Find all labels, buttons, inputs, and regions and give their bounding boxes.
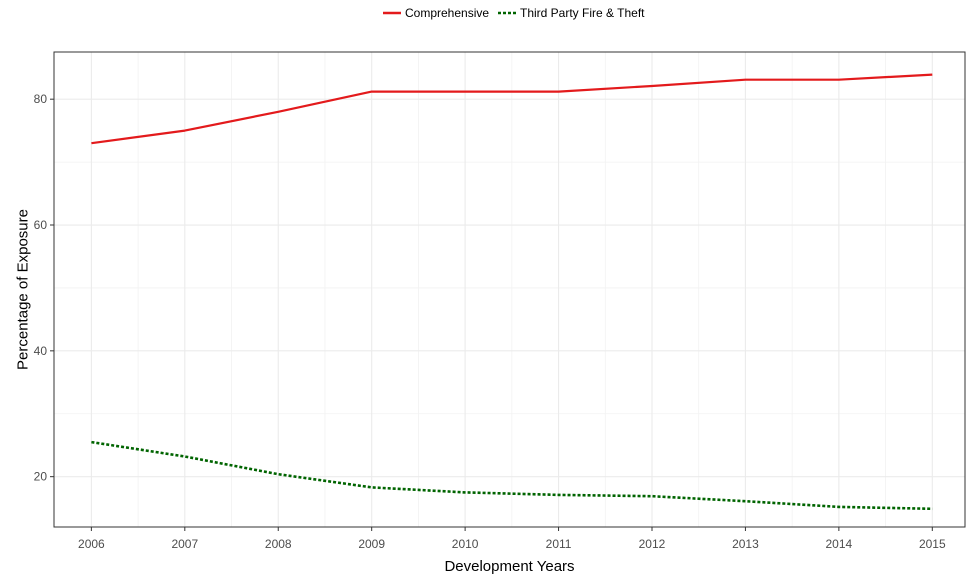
y-tick-label: 20 xyxy=(34,470,48,484)
x-tick-label: 2014 xyxy=(826,537,853,551)
x-tick-label: 2006 xyxy=(78,537,105,551)
x-tick-label: 2009 xyxy=(358,537,385,551)
plot-panel-border xyxy=(53,51,966,528)
x-tick-label: 2013 xyxy=(732,537,759,551)
x-tick-label: 2011 xyxy=(546,537,572,551)
grid-lines xyxy=(54,52,965,527)
legend-label-third-party-fire-theft: Third Party Fire & Theft xyxy=(520,6,645,20)
x-tick-label: 2010 xyxy=(452,537,479,551)
series-line-comprehensive xyxy=(91,73,933,145)
legend: Comprehensive Third Party Fire & Theft xyxy=(383,6,645,20)
y-tick-label: 60 xyxy=(34,218,48,232)
x-axis-title: Development Years xyxy=(444,558,574,575)
y-tick-label: 80 xyxy=(34,92,48,106)
x-tick-label: 2015 xyxy=(919,537,946,551)
x-tick-label: 2008 xyxy=(265,537,292,551)
x-tick-label: 2012 xyxy=(639,537,666,551)
legend-label-comprehensive: Comprehensive xyxy=(405,6,489,20)
x-tick-label: 2007 xyxy=(171,537,198,551)
y-axis-title: Percentage of Exposure xyxy=(14,209,31,370)
axes: 2006 2007 2008 2009 2010 2011 2012 2013 2014 2015… xyxy=(34,92,946,551)
series-line-third-party-fire-theft xyxy=(91,440,933,511)
series-lines xyxy=(91,73,933,511)
y-tick-label: 40 xyxy=(34,344,48,358)
